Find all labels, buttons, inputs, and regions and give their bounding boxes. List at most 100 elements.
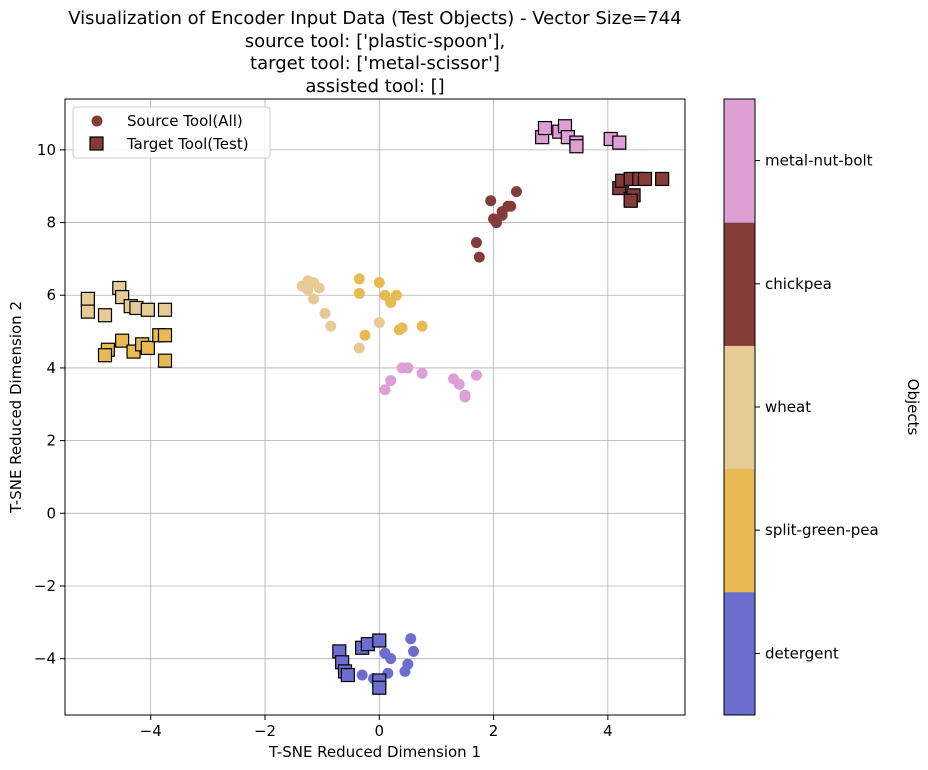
target-point xyxy=(97,308,113,323)
source-point xyxy=(408,645,420,657)
x-tick-label: −4 xyxy=(140,722,162,740)
plot-area: −4 −2 0 2 4 −4 −2 0 2 4 6 8 10 xyxy=(34,98,686,740)
source-point xyxy=(356,669,368,681)
target-point xyxy=(140,302,155,317)
source-point xyxy=(385,653,397,665)
y-tick-label: 6 xyxy=(46,286,56,304)
target-point xyxy=(157,353,173,368)
source-point xyxy=(325,320,337,332)
source-point xyxy=(459,391,471,403)
target-point xyxy=(537,120,553,136)
target-point xyxy=(115,333,130,348)
chart-subtitle-target: target tool: ['metal-scissor'] xyxy=(250,53,500,74)
target-point xyxy=(80,291,95,306)
x-axis-ticks: −4 −2 0 2 4 xyxy=(140,715,613,740)
colorbar-label: Objects xyxy=(904,379,922,436)
source-point xyxy=(473,251,485,263)
colorbar-segment-wheat xyxy=(724,345,755,470)
target-point xyxy=(140,340,155,356)
legend-source-label: Source Tool(All) xyxy=(127,112,243,130)
colorbar-segment-metal-nut-bolt xyxy=(724,99,755,223)
source-point xyxy=(373,317,385,329)
chart-subtitle-source: source tool: ['plastic-spoon'], xyxy=(245,31,506,52)
source-point xyxy=(399,665,411,677)
y-tick-label: 0 xyxy=(46,504,56,522)
chart-subtitle-assisted: assisted tool: [] xyxy=(305,76,444,97)
source-point xyxy=(385,375,397,387)
colorbar-tick-label: split-green-pea xyxy=(765,521,879,539)
chart-title: Visualization of Encoder Input Data (Tes… xyxy=(68,8,681,29)
target-point xyxy=(637,171,653,187)
colorbar-segments xyxy=(724,99,755,716)
source-point xyxy=(505,200,517,212)
target-point xyxy=(340,667,355,683)
source-point xyxy=(488,213,500,225)
series-detergent xyxy=(332,633,420,695)
y-tick-label: 4 xyxy=(46,359,56,377)
x-tick-label: −2 xyxy=(254,722,276,740)
source-point xyxy=(353,287,365,299)
source-point xyxy=(353,273,365,285)
colorbar-segment-chickpea xyxy=(724,222,755,346)
plot-frame xyxy=(64,98,686,716)
source-point xyxy=(416,320,428,332)
x-tick-label: 2 xyxy=(489,722,499,740)
series-chickpea xyxy=(470,171,670,263)
series-split-green-pea xyxy=(97,273,428,368)
source-point xyxy=(510,186,522,198)
source-point xyxy=(470,237,482,249)
target-point xyxy=(80,304,95,319)
target-point xyxy=(569,139,584,154)
source-point xyxy=(308,293,320,305)
colorbar: detergent split-green-pea wheat chickpea met… xyxy=(723,98,922,716)
y-tick-label: −2 xyxy=(34,577,56,595)
source-point xyxy=(416,367,428,379)
legend: Source Tool(All) Target Tool(Test) xyxy=(72,106,271,159)
x-tick-label: 0 xyxy=(375,722,385,740)
target-point xyxy=(157,328,173,343)
y-axis-label: T-SNE Reduced Dimension 2 xyxy=(7,301,25,514)
target-point xyxy=(97,348,113,363)
source-point xyxy=(373,277,385,289)
source-point xyxy=(405,633,417,645)
colorbar-segment-split-green-pea xyxy=(724,468,755,593)
colorbar-tick-label: wheat xyxy=(765,398,811,416)
source-point xyxy=(396,322,408,334)
colorbar-tick-label: chickpea xyxy=(765,275,832,293)
target-point xyxy=(655,171,670,187)
data-points xyxy=(80,119,670,695)
y-tick-label: 8 xyxy=(46,214,56,232)
source-point xyxy=(379,384,391,396)
legend-box xyxy=(72,106,271,159)
y-tick-label: 10 xyxy=(37,141,56,159)
y-tick-label: 2 xyxy=(46,432,56,450)
target-point xyxy=(372,680,387,695)
legend-target-label: Target Tool(Test) xyxy=(126,135,249,153)
source-point xyxy=(453,378,465,390)
target-point xyxy=(612,135,627,150)
legend-source-marker xyxy=(91,115,103,127)
x-axis-label: T-SNE Reduced Dimension 1 xyxy=(268,743,481,761)
colorbar-tick-label: metal-nut-bolt xyxy=(765,152,873,170)
colorbar-segment-detergent xyxy=(724,591,755,716)
series-wheat xyxy=(80,275,385,354)
y-tick-label: −4 xyxy=(34,650,56,668)
source-point xyxy=(390,289,402,301)
legend-target-marker xyxy=(89,136,104,151)
source-point xyxy=(353,342,365,354)
target-point xyxy=(372,633,387,648)
target-point xyxy=(623,193,638,208)
source-point xyxy=(359,329,371,341)
source-point xyxy=(402,362,414,374)
source-point xyxy=(313,282,325,294)
x-tick-label: 4 xyxy=(603,722,613,740)
y-axis-ticks: −4 −2 0 2 4 6 8 10 xyxy=(34,141,65,668)
source-point xyxy=(319,307,331,319)
target-point xyxy=(157,302,173,317)
plot-background xyxy=(65,99,685,715)
chart-title-block: Visualization of Encoder Input Data (Tes… xyxy=(68,8,681,97)
colorbar-ticks: detergent split-green-pea wheat chickpea met… xyxy=(755,152,879,662)
source-point xyxy=(485,195,497,207)
source-point xyxy=(470,369,482,381)
